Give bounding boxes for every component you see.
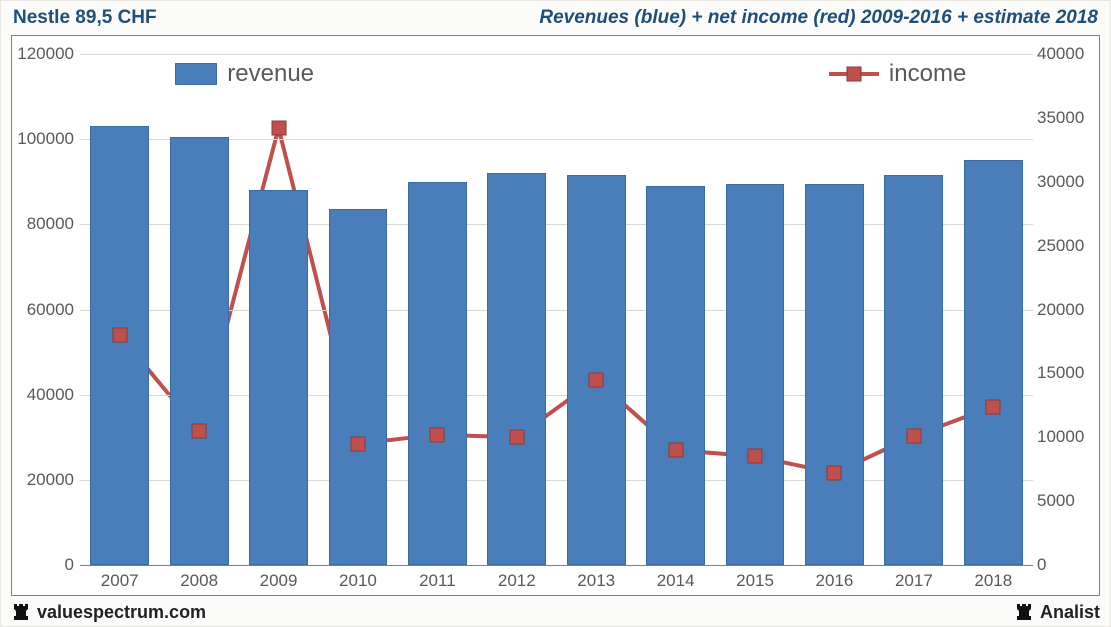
revenue-bar [646,186,705,565]
income-marker [112,328,127,343]
footer-left: valuespectrum.com [11,602,206,623]
x-tick-label: 2012 [498,571,536,591]
x-tick-label: 2010 [339,571,377,591]
legend-revenue: revenue [175,60,314,88]
x-tick-label: 2007 [101,571,139,591]
y-right-tick-label: 20000 [1037,300,1097,320]
income-marker [350,436,365,451]
footer-right-label: Analist [1040,602,1100,623]
plot-container: 0 20000 40000 60000 80000 100000 120000 0 5000 10… [11,35,1100,596]
income-marker [748,449,763,464]
y-left-tick-label: 80000 [14,214,74,234]
x-tick-label: 2011 [419,571,456,591]
x-tick-label: 2009 [260,571,298,591]
revenue-bar [964,160,1023,565]
y-right-tick-label: 15000 [1037,363,1097,383]
title-left: Nestle 89,5 CHF [13,7,157,29]
income-marker [271,121,286,136]
revenue-bar [805,184,864,565]
revenue-bar [170,137,229,565]
y-left-tick-label: 120000 [14,44,74,64]
income-marker [668,443,683,458]
y-left-tick-label: 40000 [14,385,74,405]
x-tick-label: 2013 [577,571,615,591]
footer-left-label: valuespectrum.com [37,602,206,623]
gridline [80,565,1033,566]
y-right-tick-label: 5000 [1037,491,1097,511]
income-marker [827,466,842,481]
y-right-tick-label: 35000 [1037,108,1097,128]
x-tick-label: 2016 [816,571,854,591]
y-left-tick-label: 100000 [14,129,74,149]
y-right-tick-label: 30000 [1037,172,1097,192]
title-right: Revenues (blue) + net income (red) 2009-… [539,7,1098,29]
revenue-bar [487,173,546,565]
revenue-bar [329,209,388,565]
legend-income: income [829,60,966,88]
y-right-tick-label: 25000 [1037,236,1097,256]
gridline [80,54,1033,55]
revenue-bar [408,182,467,565]
y-left-tick-label: 20000 [14,470,74,490]
revenue-bar [249,190,308,565]
legend-revenue-swatch [175,63,217,85]
income-marker [906,428,921,443]
legend-revenue-label: revenue [227,60,314,88]
rook-icon [1014,602,1034,622]
y-right-tick-label: 40000 [1037,44,1097,64]
y-right-tick-label: 10000 [1037,427,1097,447]
chart-frame: Nestle 89,5 CHF Revenues (blue) + net in… [0,0,1111,627]
x-tick-label: 2018 [974,571,1012,591]
revenue-bar [884,175,943,565]
income-marker [509,430,524,445]
revenue-bar [90,126,149,565]
x-tick-label: 2014 [657,571,695,591]
income-marker [986,399,1001,414]
chart-header: Nestle 89,5 CHF Revenues (blue) + net in… [1,1,1110,33]
footer: valuespectrum.com Analist [1,598,1110,626]
income-marker [589,372,604,387]
footer-right: Analist [1014,602,1100,623]
legend-income-swatch [829,63,879,85]
x-tick-label: 2008 [180,571,218,591]
y-left-tick-label: 0 [14,555,74,575]
x-tick-label: 2017 [895,571,933,591]
rook-icon [11,602,31,622]
plot-area: 0200004000060000800001000001200000500010… [80,54,1033,565]
y-right-tick-label: 0 [1037,555,1097,575]
revenue-bar [567,175,626,565]
income-marker [192,423,207,438]
income-marker [430,427,445,442]
x-tick-label: 2015 [736,571,774,591]
revenue-bar [726,184,785,565]
y-left-tick-label: 60000 [14,300,74,320]
legend-income-label: income [889,60,966,88]
